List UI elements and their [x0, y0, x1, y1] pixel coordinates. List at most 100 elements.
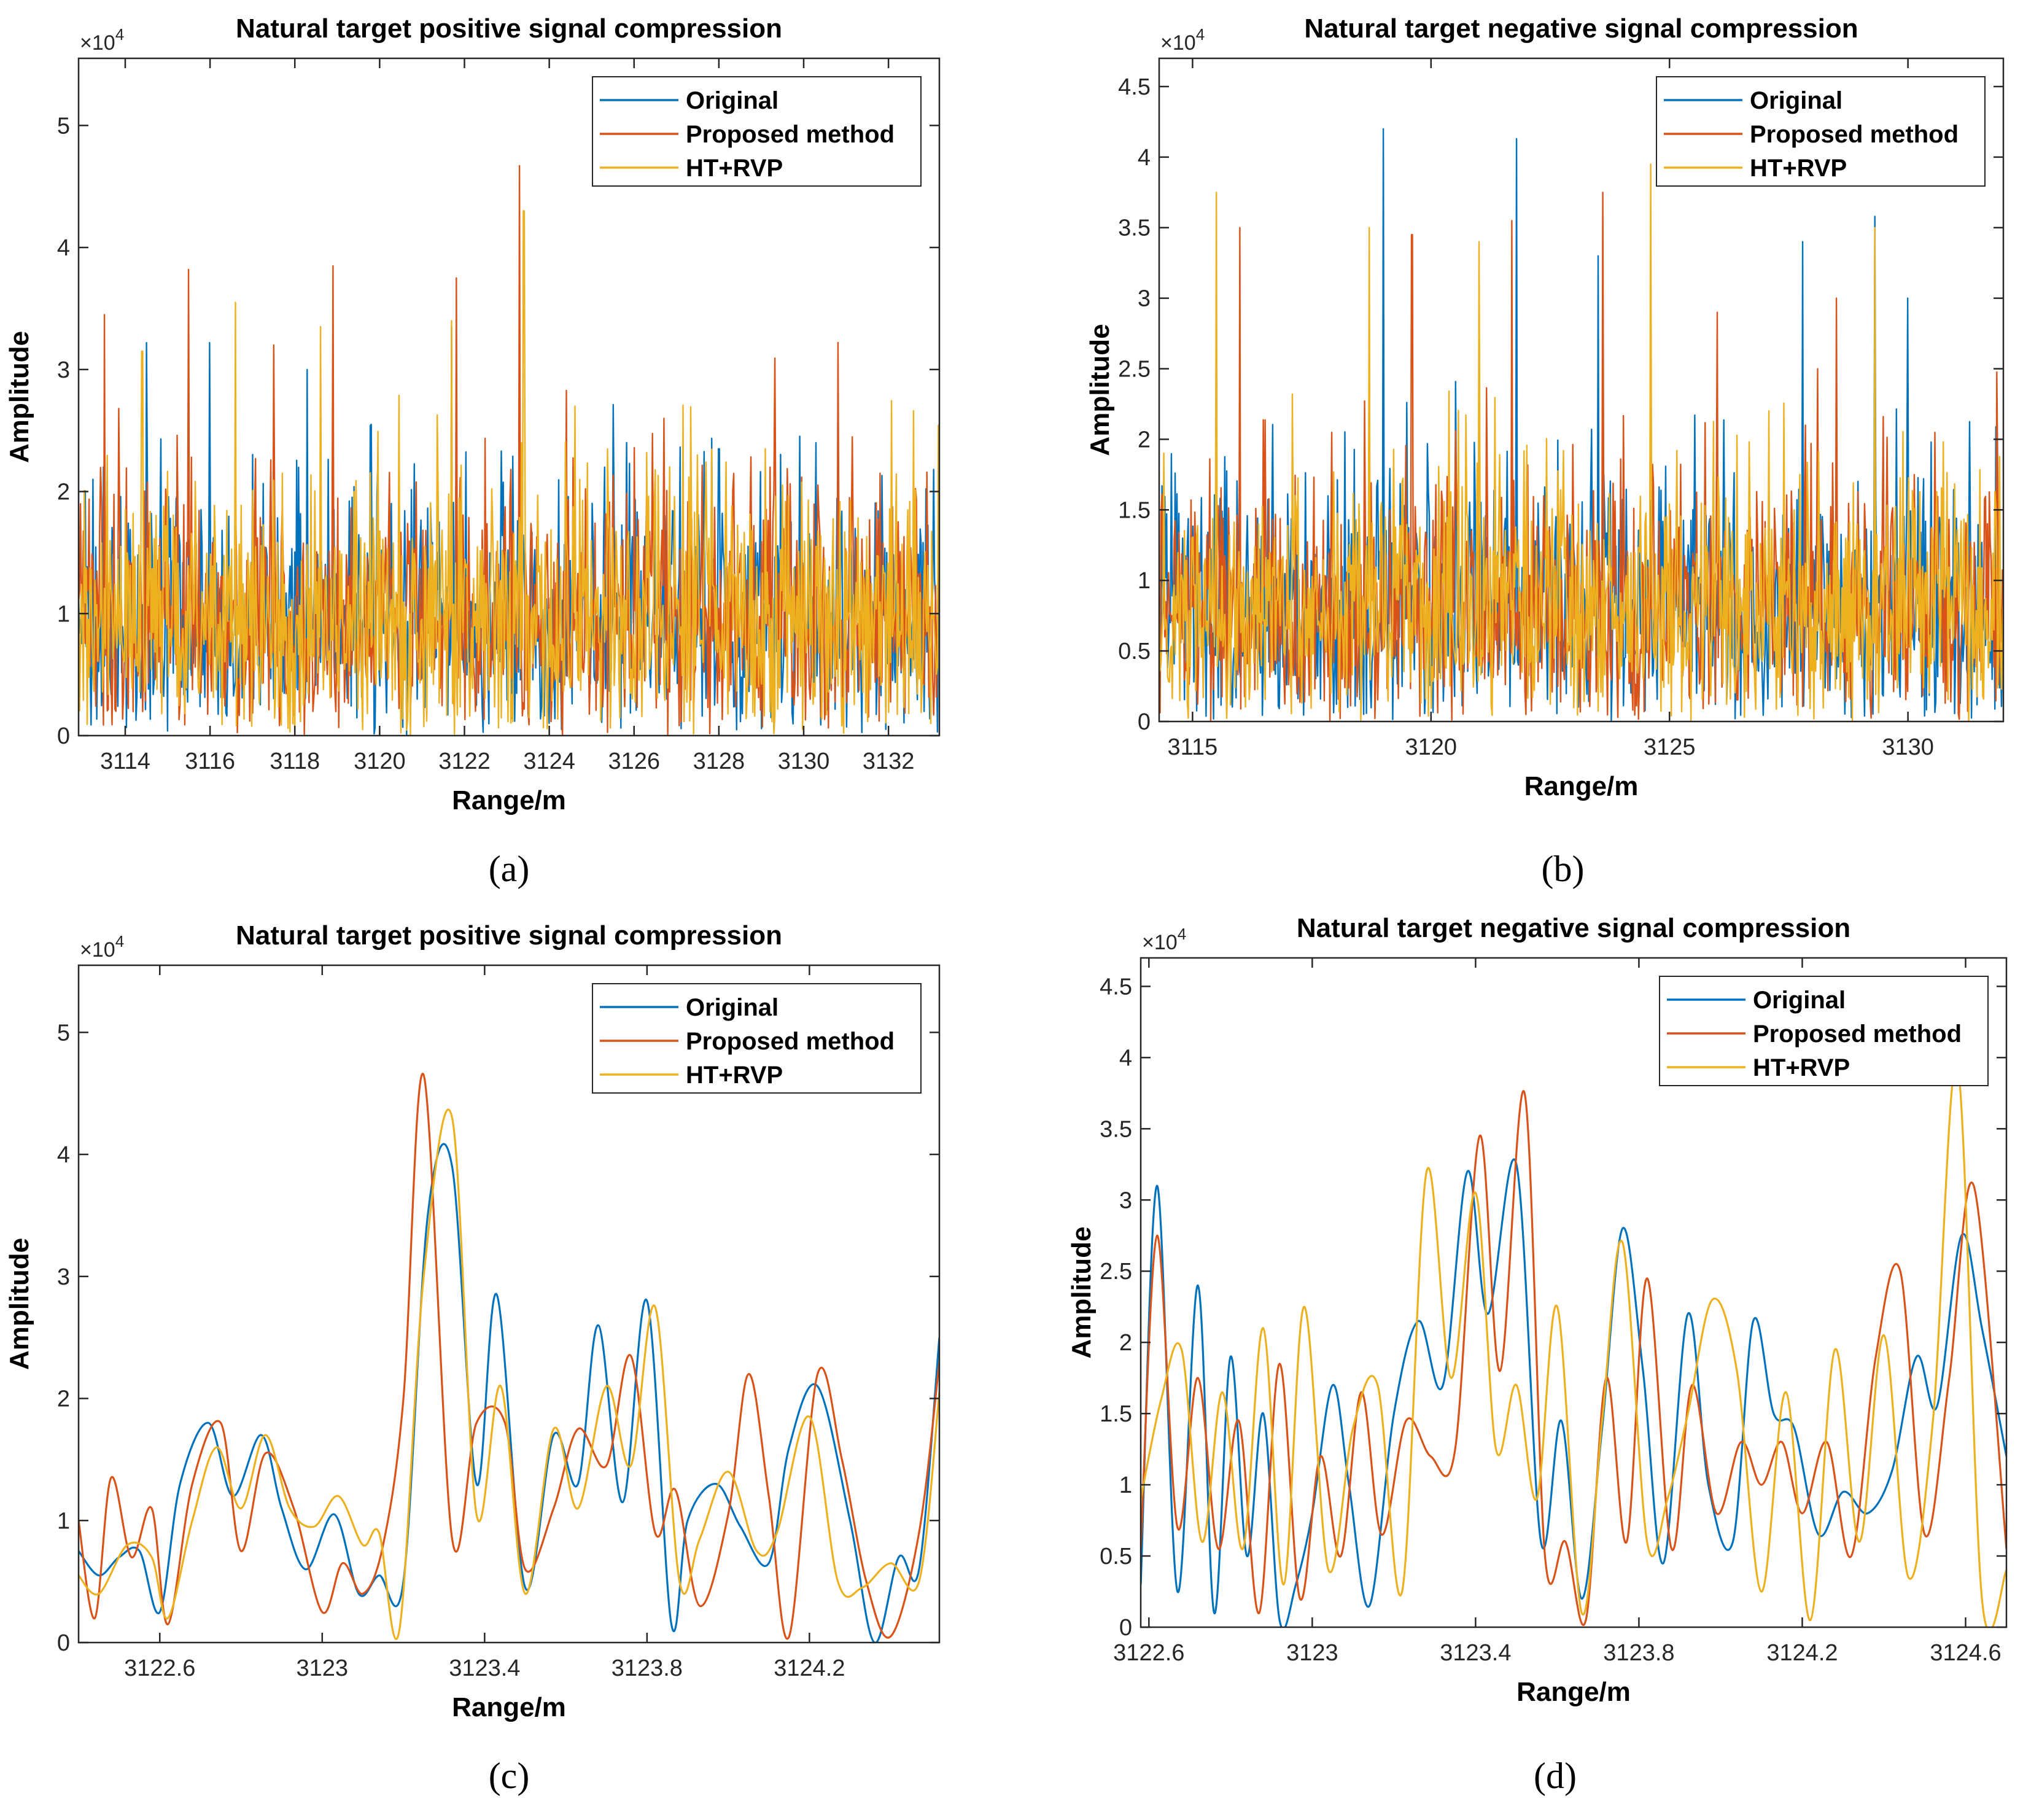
x-axis-label: Range/m	[452, 1692, 566, 1722]
y-tick-label: 3	[1138, 286, 1151, 312]
x-tick-label: 3123	[297, 1655, 349, 1681]
series-group	[1141, 1062, 2006, 1627]
legend-entry: Proposed method	[1750, 121, 1959, 148]
y-tick-label: 4	[1138, 145, 1151, 171]
x-axis-label: Range/m	[1524, 771, 1639, 801]
x-tick-label: 3132	[863, 749, 915, 774]
x-tick-label: 3123	[1286, 1640, 1338, 1666]
legend: Original Proposed method HT+RVP	[1656, 76, 1986, 187]
x-tick-label: 3123.4	[449, 1655, 520, 1681]
y-tick-label: 0	[57, 1630, 70, 1656]
series-group	[79, 1072, 939, 1643]
y-tick-label: 4	[57, 235, 70, 261]
axes-frame	[1158, 57, 2005, 723]
y-tick-label: 2	[57, 1386, 70, 1412]
y-tick-label: 3.5	[1100, 1116, 1132, 1142]
axes-frame	[1140, 957, 2008, 1628]
series-line-original	[79, 1143, 939, 1643]
series-line-ht-rvp	[79, 210, 939, 736]
x-tick-label: 3115	[1168, 734, 1218, 760]
y-tick-label: 3	[1119, 1188, 1132, 1213]
x-tick-label: 3123.4	[1440, 1640, 1511, 1666]
y-exponent-power: 4	[115, 932, 124, 951]
y-tick-label: 2.5	[1118, 357, 1151, 383]
legend-entry: HT+RVP	[686, 1062, 783, 1089]
legend-entry: Proposed method	[1753, 1021, 1962, 1048]
x-tick-label: 3124	[523, 749, 575, 774]
series-line-ht-rvp	[1141, 1062, 2006, 1627]
legend: Original Proposed method HT+RVP	[592, 983, 922, 1094]
y-tick-label: 3	[57, 1264, 70, 1290]
x-tick-label: 3125	[1644, 734, 1696, 760]
series-line-original	[1141, 1158, 2006, 1627]
legend-entry: Original	[686, 994, 779, 1021]
legend-entry: Proposed method	[686, 121, 895, 148]
x-tick-label: 3116	[185, 749, 235, 774]
y-tick-label: 2	[1119, 1330, 1132, 1356]
series-group	[79, 165, 939, 736]
series-line-proposed-method	[1141, 1090, 2006, 1626]
x-tick-label: 3124.2	[1766, 1640, 1838, 1666]
axes-frame	[77, 964, 941, 1644]
legend-entry: Proposed method	[686, 1028, 895, 1055]
y-tick-label: 1	[1119, 1472, 1132, 1498]
legend-entry: HT+RVP	[686, 155, 783, 182]
chart-title: Natural target negative signal compressi…	[1297, 913, 1850, 943]
series-group	[1159, 128, 2003, 721]
x-tick-label: 3118	[270, 749, 320, 774]
x-axis-label: Range/m	[452, 785, 566, 815]
legend-entry: HT+RVP	[1750, 155, 1847, 182]
y-tick-label: 5	[57, 113, 70, 139]
chart-panel-d: 3122.6 3123 3123.4 3123.8 3124.2 3124.6 0 0.5 1 1…	[1066, 913, 2008, 1796]
y-axis-label: Amplitude	[1085, 324, 1115, 456]
legend: Original Proposed method HT+RVP	[1659, 976, 1989, 1086]
x-tick-label: 3124.2	[774, 1655, 845, 1681]
y-tick-label: 0	[1119, 1615, 1132, 1641]
series-line-proposed-method	[79, 1072, 939, 1640]
x-tick-label: 3130	[1882, 734, 1934, 760]
x-tick-label: 3130	[778, 749, 830, 774]
y-exponent-power: 4	[1196, 25, 1205, 44]
panel-caption: (b)	[1542, 849, 1585, 889]
legend-entry: Original	[1750, 87, 1842, 114]
panel-caption: (c)	[489, 1756, 530, 1796]
series-line-ht-rvp	[79, 1108, 939, 1640]
x-tick-label: 3122	[438, 749, 491, 774]
panel-caption: (d)	[1534, 1756, 1577, 1796]
y-tick-label: 1	[1138, 568, 1151, 594]
chart-panel-a: 3114 3116 3118 3120 3122 3124 3126 3128 3130 3132…	[4, 14, 941, 889]
chart-title: Natural target negative signal compressi…	[1304, 14, 1858, 44]
y-exponent-power: 4	[115, 25, 124, 44]
x-tick-label: 3128	[693, 749, 745, 774]
chart-panel-b: 3115 3120 3125 313000.511.522.533.544.5×104…	[1085, 14, 2005, 889]
y-tick-label: 3.5	[1118, 216, 1151, 241]
y-axis-label: Amplitude	[4, 331, 34, 463]
x-tick-label: 3123.8	[612, 1655, 683, 1681]
legend-entry: HT+RVP	[1753, 1054, 1850, 1081]
y-tick-label: 4	[57, 1142, 70, 1168]
x-tick-label: 3122.6	[1113, 1640, 1184, 1666]
y-tick-label: 2	[1138, 427, 1151, 453]
x-tick-label: 3124.6	[1930, 1640, 2001, 1666]
y-axis-label: Amplitude	[1066, 1226, 1097, 1358]
y-tick-label: 4	[1119, 1045, 1132, 1071]
y-tick-label: 0	[1138, 709, 1151, 735]
x-tick-label: 3123.8	[1603, 1640, 1674, 1666]
y-tick-label: 4.5	[1118, 74, 1151, 100]
y-tick-label: 3	[57, 357, 70, 383]
x-tick-label: 3120	[354, 749, 406, 774]
y-tick-label: 1	[57, 601, 70, 627]
y-tick-label: 0.5	[1100, 1544, 1132, 1569]
legend-entry: Original	[686, 87, 779, 114]
x-tick-label: 3114	[100, 749, 150, 774]
series-line-ht-rvp	[1159, 163, 2003, 721]
y-tick-label: 2	[57, 480, 70, 505]
chart-title: Natural target positive signal compressi…	[236, 14, 782, 44]
y-tick-label: 5	[57, 1020, 70, 1046]
x-tick-label: 3122.6	[124, 1655, 195, 1681]
y-tick-label: 1.5	[1118, 497, 1151, 523]
chart-title: Natural target positive signal compressi…	[236, 920, 782, 951]
y-axis-label: Amplitude	[4, 1238, 34, 1370]
